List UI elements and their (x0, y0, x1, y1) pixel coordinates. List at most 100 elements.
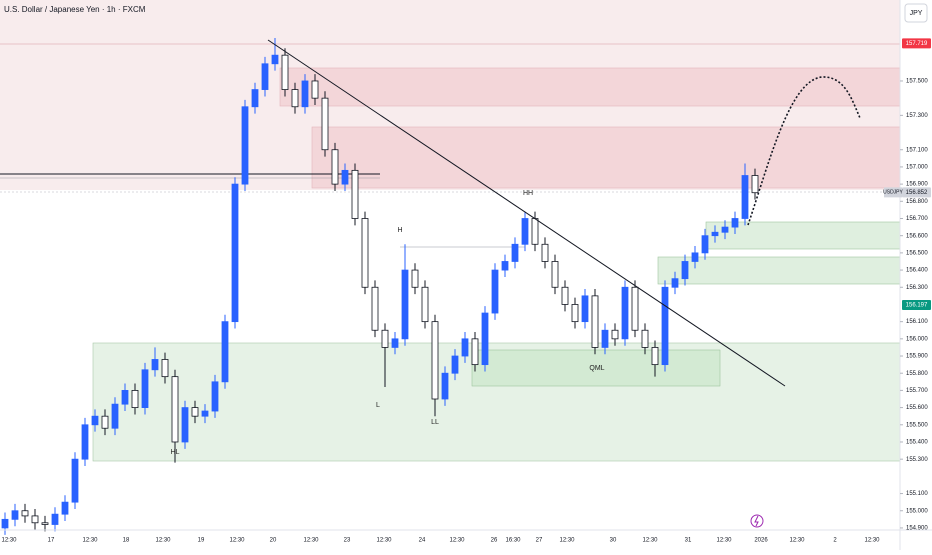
candle-body (651, 347, 659, 366)
y-tick-label: 155.600 (906, 405, 928, 411)
candle-body (611, 329, 619, 340)
price-tag-label: 157.719 (906, 41, 928, 47)
x-tick-label: 12:30 (449, 538, 465, 544)
annotation: L (376, 402, 380, 409)
candles (1, 37, 759, 535)
candle-body (181, 407, 189, 443)
candle-body (431, 321, 439, 400)
candle-body (381, 329, 389, 348)
candle-body (81, 424, 89, 460)
currency-label[interactable]: JPY (910, 10, 923, 17)
candle-body (521, 218, 529, 245)
x-tick-label: 27 (536, 538, 543, 544)
candle-body (361, 218, 369, 288)
candle-body (251, 89, 259, 108)
x-tick-label: 12:30 (229, 538, 245, 544)
candle-body (581, 295, 589, 323)
y-tick-label: 155.100 (906, 491, 928, 497)
x-tick-label: 23 (344, 538, 351, 544)
candle-body (461, 338, 469, 357)
candle-body (201, 410, 209, 417)
candle-body (601, 329, 609, 348)
candle-body (441, 372, 449, 400)
candle-body (321, 97, 329, 151)
candle-body (501, 261, 509, 271)
candle-body (411, 269, 419, 288)
candle-body (531, 218, 539, 245)
trendline (267, 39, 786, 387)
candle-body (491, 269, 499, 314)
y-tick-label: 155.300 (906, 457, 928, 463)
candle-body (741, 175, 749, 219)
annotation: LL (431, 419, 439, 426)
candle-body (51, 513, 59, 525)
candle-body (161, 359, 169, 378)
x-tick-label: 2 (833, 538, 837, 544)
candle-body (421, 286, 429, 323)
y-tick-label: 154.900 (906, 526, 928, 532)
candle-body (571, 304, 579, 323)
x-tick-label: 12:30 (642, 538, 658, 544)
annotation: H (397, 227, 402, 234)
y-tick-label: 157.000 (906, 165, 928, 171)
symbol-tag-label: USDJPY (883, 190, 903, 196)
candle-body (541, 243, 549, 262)
candle-body (731, 218, 739, 228)
candle-body (111, 403, 119, 429)
candle-body (311, 80, 319, 99)
candle-body (751, 175, 759, 194)
candle-body (221, 321, 229, 383)
y-tick-label: 156.800 (906, 199, 928, 205)
candle-body (121, 390, 129, 405)
candle-body (91, 415, 99, 426)
candle-body (631, 286, 639, 331)
event-icon[interactable] (750, 514, 764, 528)
candle-body (41, 522, 49, 525)
x-tick-label: 12:30 (864, 538, 880, 544)
x-tick-label: 12:30 (559, 538, 575, 544)
price-tag (902, 299, 931, 310)
candle-body (331, 149, 339, 185)
candle-body (691, 252, 699, 262)
candle-body (231, 183, 239, 323)
candle-body (671, 278, 679, 288)
y-tick-label: 156.000 (906, 336, 928, 342)
y-tick-label: 155.500 (906, 422, 928, 428)
x-tick-label: 12:30 (789, 538, 805, 544)
y-tick-label: 155.700 (906, 388, 928, 394)
candle-body (681, 261, 689, 280)
x-tick-label: 26 (491, 538, 498, 544)
x-tick-label: 12:30 (303, 538, 319, 544)
candle-body (351, 169, 359, 219)
candle-body (11, 510, 19, 520)
y-tick-label: 155.800 (906, 371, 928, 377)
y-tick-label: 156.900 (906, 182, 928, 188)
currency-button[interactable] (904, 3, 928, 23)
annotation: HL (171, 449, 180, 456)
candle-body (701, 235, 709, 254)
y-tick-label: 155.900 (906, 354, 928, 360)
candle-body (211, 381, 219, 412)
candle-body (141, 369, 149, 408)
candle-body (21, 510, 29, 517)
qml-zone (471, 349, 721, 387)
candle-body (621, 286, 629, 340)
candle-body (341, 169, 349, 185)
candle-body (171, 376, 179, 443)
x-tick-label: 16:30 (505, 538, 521, 544)
candle-body (71, 458, 79, 503)
x-tick-label: 19 (198, 538, 205, 544)
y-tick-label: 156.700 (906, 216, 928, 222)
candle-body (271, 54, 279, 65)
candle-body (241, 106, 249, 185)
candle-body (61, 501, 69, 515)
candle-body (401, 269, 409, 340)
chart-title: U.S. Dollar / Japanese Yen · 1h · FXCM (4, 5, 146, 14)
y-tick-label: 155.000 (906, 508, 928, 514)
candle-body (301, 80, 309, 108)
y-tick-label: 156.600 (906, 233, 928, 239)
x-tick-label: 12:30 (82, 538, 98, 544)
symbol-tag (884, 187, 902, 198)
